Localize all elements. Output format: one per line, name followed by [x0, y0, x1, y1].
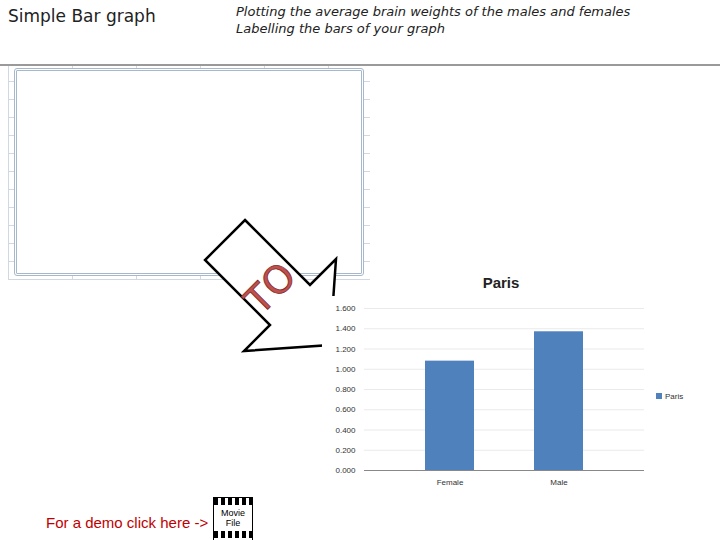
svg-text:0.200: 0.200 [335, 446, 356, 455]
html-text:File: File [225, 518, 241, 528]
html-text:Labelling the bars of your gra: Labelling the bars of your graph [236, 21, 445, 36]
svg-text:0.600: 0.600 [335, 405, 356, 414]
html-text:Paris: Paris [665, 391, 684, 401]
html-text:Simple Bar graph: Simple Bar graph [8, 6, 156, 26]
svg-text:TO: TO [235, 254, 304, 323]
svg-text:0.400: 0.400 [335, 426, 356, 435]
svg-text:1.000: 1.000 [335, 365, 356, 374]
svg-text:0.800: 0.800 [335, 385, 356, 394]
html-text:Plotting the average brain wei: Plotting the average brain weights of th… [236, 4, 631, 19]
svg-text:1.400: 1.400 [335, 324, 356, 333]
svg-text:1.200: 1.200 [335, 345, 356, 354]
svg-text:1.600: 1.600 [335, 304, 356, 313]
html-text:Paris: Paris [482, 274, 520, 291]
svg-text:Female: Female [437, 478, 464, 487]
html-text:Movie: Movie [221, 508, 245, 518]
html-text:For a demo click here ->: For a demo click here -> [46, 514, 209, 531]
svg-text:0.000: 0.000 [335, 466, 356, 475]
svg-text:Male: Male [550, 478, 568, 487]
